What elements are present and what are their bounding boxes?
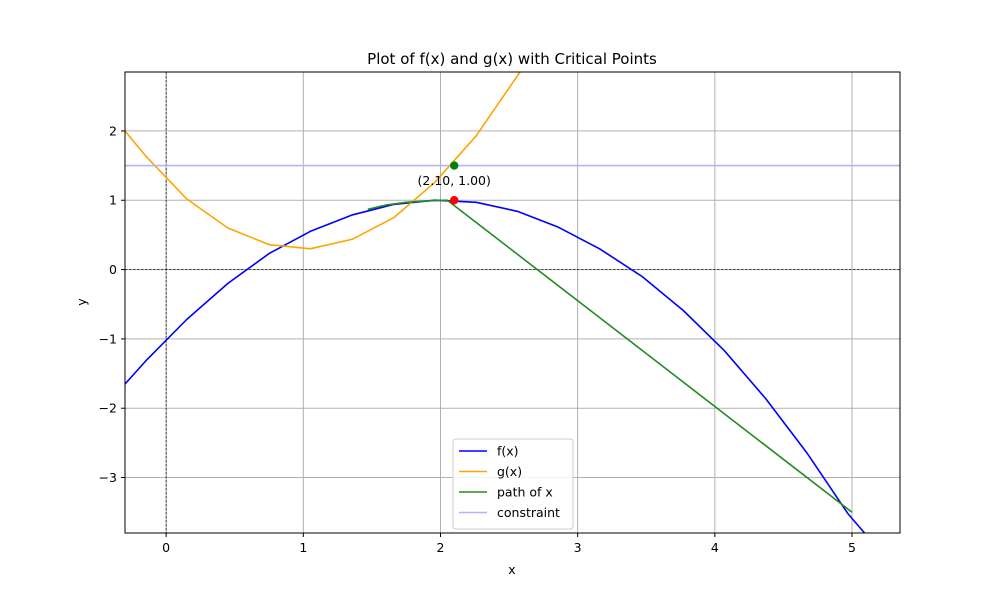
series-line-g-x- (125, 72, 521, 250)
y-tick-label-3: 0 (109, 262, 117, 277)
legend-label-g-x-: g(x) (497, 464, 522, 479)
y-tick-label-5: 2 (109, 123, 117, 138)
y-tick-label-2: −1 (99, 331, 117, 346)
x-tick-label-5: 5 (848, 540, 856, 555)
y-tick-label-1: −2 (99, 401, 117, 416)
x-axis-label: x (508, 562, 515, 577)
x-tick-label-3: 3 (574, 540, 582, 555)
legend-box (452, 438, 574, 530)
critical-point-0 (450, 196, 459, 205)
x-tick-label-0: 0 (162, 540, 170, 555)
legend: f(x) g(x) path of x constraint (452, 438, 574, 530)
legend-label-path-of-x: path of x (497, 485, 553, 500)
series-group (125, 72, 900, 533)
annotations: (2.10, 1.00) (418, 173, 491, 188)
series-line-path-of-x (367, 199, 853, 513)
critical-point-1 (450, 161, 459, 170)
critical-points (450, 161, 459, 205)
chart-title: Plot of f(x) and g(x) with Critical Poin… (367, 50, 657, 68)
series-line-f-x- (125, 199, 866, 533)
y-tick-label-4: 1 (109, 193, 117, 208)
reference-lines (125, 72, 900, 533)
axis-ticks: 0 1 2 3 4 5 −3 −2 −1 0 1 2 (99, 123, 856, 555)
x-tick-label-2: 2 (437, 540, 445, 555)
legend-label-constraint: constraint (497, 505, 560, 520)
legend-label-f-x-: f(x) (497, 444, 519, 459)
plot-area-frame (124, 71, 901, 534)
annotation-0: (2.10, 1.00) (418, 173, 491, 188)
y-axis-label: y (74, 298, 89, 306)
x-tick-label-1: 1 (299, 540, 307, 555)
x-tick-label-4: 4 (711, 540, 719, 555)
y-tick-label-0: −3 (99, 470, 117, 485)
